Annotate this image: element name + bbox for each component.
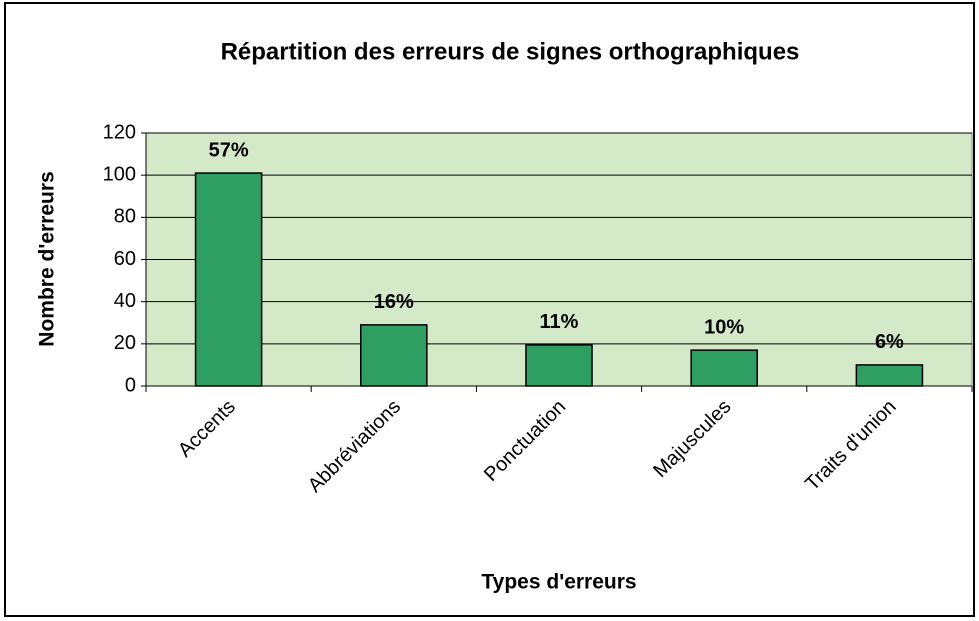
y-tick-label: 0 <box>125 374 136 396</box>
bar <box>855 364 924 387</box>
data-label: 16% <box>374 291 414 313</box>
data-label: 10% <box>704 316 744 338</box>
y-tick-label: 80 <box>114 206 136 228</box>
data-label: 6% <box>875 331 904 353</box>
x-axis-label: Types d'erreurs <box>481 571 636 594</box>
y-tick-label: 120 <box>103 121 136 143</box>
y-tick-label: 20 <box>114 332 136 354</box>
bar <box>194 172 263 387</box>
y-axis-label: Nombre d'erreurs <box>36 171 59 346</box>
y-tick-label: 60 <box>114 248 136 270</box>
bar <box>360 324 428 387</box>
bar <box>525 344 593 387</box>
bar <box>690 349 758 387</box>
y-tick-label: 100 <box>103 163 136 185</box>
data-label: 57% <box>209 139 249 161</box>
data-label: 11% <box>540 311 579 333</box>
y-tick-label: 40 <box>114 290 136 312</box>
chart-title: Répartition des erreurs de signes orthog… <box>221 38 800 65</box>
